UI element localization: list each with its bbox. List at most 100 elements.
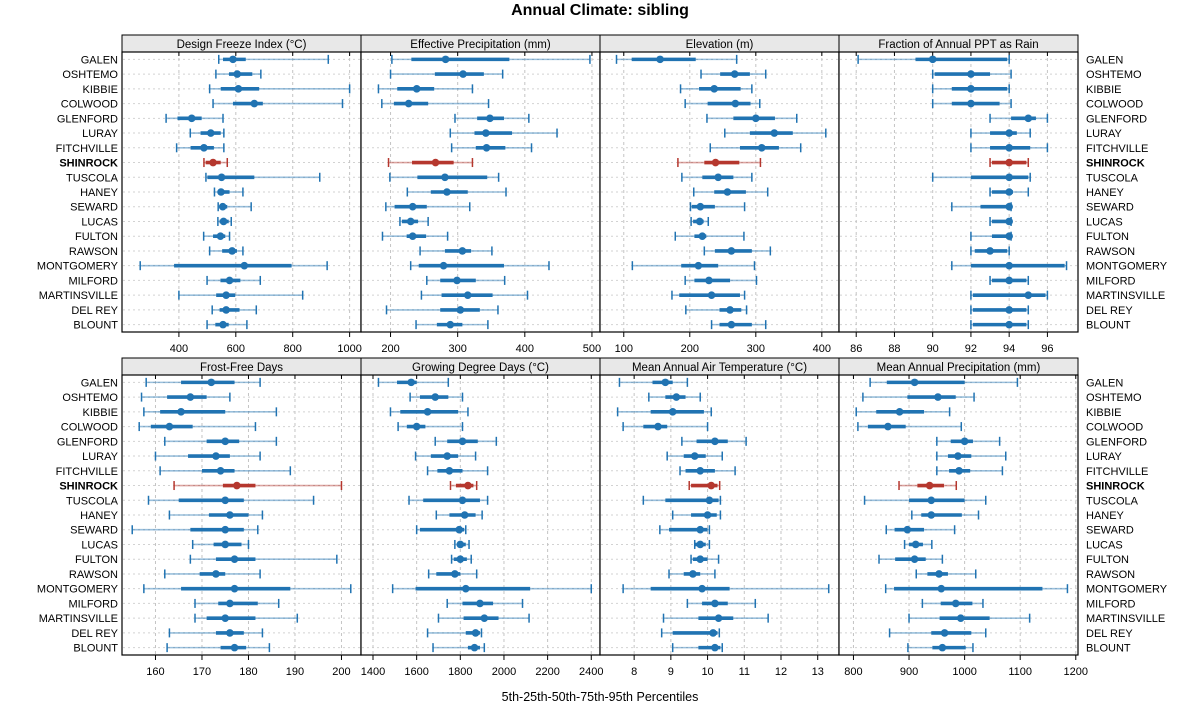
errorbar-montgomery bbox=[139, 261, 328, 271]
row-label-right: FULTON bbox=[1086, 554, 1129, 566]
row-label-right: HANEY bbox=[1086, 510, 1125, 522]
panel-mean-annual-air-temperature-c: Mean Annual Air Temperature (°C) 8 9 10 11 12… bbox=[599, 357, 840, 678]
axis-tick-label: 200 bbox=[332, 666, 350, 678]
errorbar-galen bbox=[217, 54, 330, 64]
median-dot bbox=[1005, 188, 1013, 196]
panel-strip-title: Growing Degree Days (°C) bbox=[412, 362, 549, 374]
median-dot bbox=[696, 202, 705, 211]
axis-tick-label: 2400 bbox=[579, 666, 603, 678]
errorbar-kibbie bbox=[143, 407, 278, 417]
median-dot bbox=[217, 188, 225, 196]
axis-tick-label: 600 bbox=[227, 343, 245, 355]
median-dot bbox=[219, 320, 227, 329]
row-label-left: GALEN bbox=[81, 54, 118, 66]
errorbar-fulton bbox=[878, 554, 944, 564]
median-dot bbox=[967, 85, 975, 93]
errorbar-tuscola bbox=[931, 172, 1031, 182]
row-label-right: COLWOOD bbox=[1086, 422, 1143, 434]
axis-tick-label: 1600 bbox=[404, 666, 428, 678]
median-dot bbox=[476, 599, 484, 608]
median-dot bbox=[482, 129, 490, 137]
errorbar-fulton bbox=[674, 231, 745, 241]
errorbar-milford bbox=[446, 598, 524, 608]
errorbar-blount bbox=[206, 320, 248, 330]
row-label-left: MONTGOMERY bbox=[37, 584, 119, 596]
errorbar-glenford bbox=[454, 113, 530, 123]
axis-tick-label: 8 bbox=[631, 666, 637, 678]
axis-tick-label: 1000 bbox=[952, 666, 976, 678]
errorbar-colwood bbox=[397, 422, 464, 432]
median-dot bbox=[480, 614, 489, 622]
row-label-left: FULTON bbox=[75, 554, 118, 566]
median-dot bbox=[233, 481, 241, 490]
axis-tick-label: 400 bbox=[813, 343, 831, 355]
row-label-left: MILFORD bbox=[69, 598, 119, 610]
median-dot bbox=[431, 158, 440, 167]
median-dot bbox=[884, 422, 892, 431]
errorbar-montgomery bbox=[409, 261, 550, 271]
median-dot bbox=[187, 114, 196, 123]
errorbar-tuscola bbox=[642, 495, 722, 505]
errorbar-seward bbox=[951, 202, 1013, 212]
median-dot bbox=[925, 481, 934, 490]
axis-tick-label: 500 bbox=[583, 343, 601, 355]
median-dot bbox=[752, 114, 760, 123]
median-dot bbox=[709, 629, 717, 637]
axis-tick-label: 1400 bbox=[361, 666, 385, 678]
median-dot bbox=[1005, 217, 1013, 226]
errorbar-milford bbox=[426, 275, 506, 285]
errorbar-galen bbox=[869, 377, 1019, 387]
median-dot bbox=[229, 55, 237, 64]
median-dot bbox=[165, 422, 174, 431]
median-dot bbox=[668, 408, 677, 416]
errorbar-blount bbox=[432, 643, 486, 653]
median-dot bbox=[927, 496, 936, 505]
median-dot bbox=[689, 570, 697, 578]
row-label-right: KIBBIE bbox=[1086, 407, 1121, 419]
axis-tick-label: 170 bbox=[193, 666, 211, 678]
median-dot bbox=[714, 173, 722, 182]
errorbar-rawson bbox=[703, 246, 772, 256]
errorbar-rawson bbox=[915, 569, 977, 579]
axis-tick-label: 800 bbox=[844, 666, 862, 678]
errorbar-haney bbox=[213, 187, 244, 197]
row-label-left: LUCAS bbox=[81, 539, 118, 551]
errorbar-fitchville bbox=[936, 466, 1004, 476]
median-dot bbox=[206, 129, 215, 137]
errorbar-colwood bbox=[212, 99, 344, 109]
row-label-left: SEWARD bbox=[70, 202, 118, 214]
median-dot bbox=[705, 276, 713, 285]
errorbar-oshtemo bbox=[409, 392, 464, 402]
row-label-left: BLOUNT bbox=[73, 643, 118, 655]
median-dot bbox=[212, 570, 220, 578]
panel-strip-title: Mean Annual Air Temperature (°C) bbox=[632, 362, 807, 374]
axis-tick-label: 400 bbox=[516, 343, 534, 355]
errorbar-blount bbox=[970, 320, 1030, 330]
row-label-left: COLWOOD bbox=[61, 99, 118, 111]
panel-mean-annual-precipitation-mm: Mean Annual Precipitation (mm) 800 900 1000… bbox=[838, 357, 1088, 678]
median-dot bbox=[230, 643, 239, 652]
panel-design-freeze-index-c: Design Freeze Index (°C) 400 600 800 1000 bbox=[121, 34, 362, 355]
errorbar-glenford bbox=[165, 113, 224, 123]
median-dot bbox=[408, 202, 417, 211]
errorbar-milford bbox=[684, 275, 758, 285]
errorbar-rawson bbox=[164, 569, 261, 579]
errorbar-lucas bbox=[903, 539, 933, 549]
axis-tick-label: 900 bbox=[900, 666, 918, 678]
errorbar-seward bbox=[131, 525, 259, 535]
row-label-right: LURAY bbox=[1086, 451, 1123, 463]
row-label-right: FITCHVILLE bbox=[1086, 466, 1148, 478]
axis-tick-label: 96 bbox=[1041, 343, 1053, 355]
row-label-right: RAWSON bbox=[1086, 246, 1135, 258]
median-dot bbox=[656, 55, 664, 64]
row-label-right: FITCHVILLE bbox=[1086, 143, 1148, 155]
errorbar-luray bbox=[414, 451, 477, 461]
median-dot bbox=[221, 540, 230, 549]
errorbar-glenford bbox=[989, 113, 1049, 123]
errorbar-montgomery bbox=[143, 584, 352, 594]
median-dot bbox=[218, 202, 227, 211]
median-dot bbox=[1005, 320, 1013, 329]
errorbar-fulton bbox=[450, 554, 472, 564]
row-label-left: MONTGOMERY bbox=[37, 261, 119, 273]
row-label-right: KIBBIE bbox=[1086, 84, 1121, 96]
